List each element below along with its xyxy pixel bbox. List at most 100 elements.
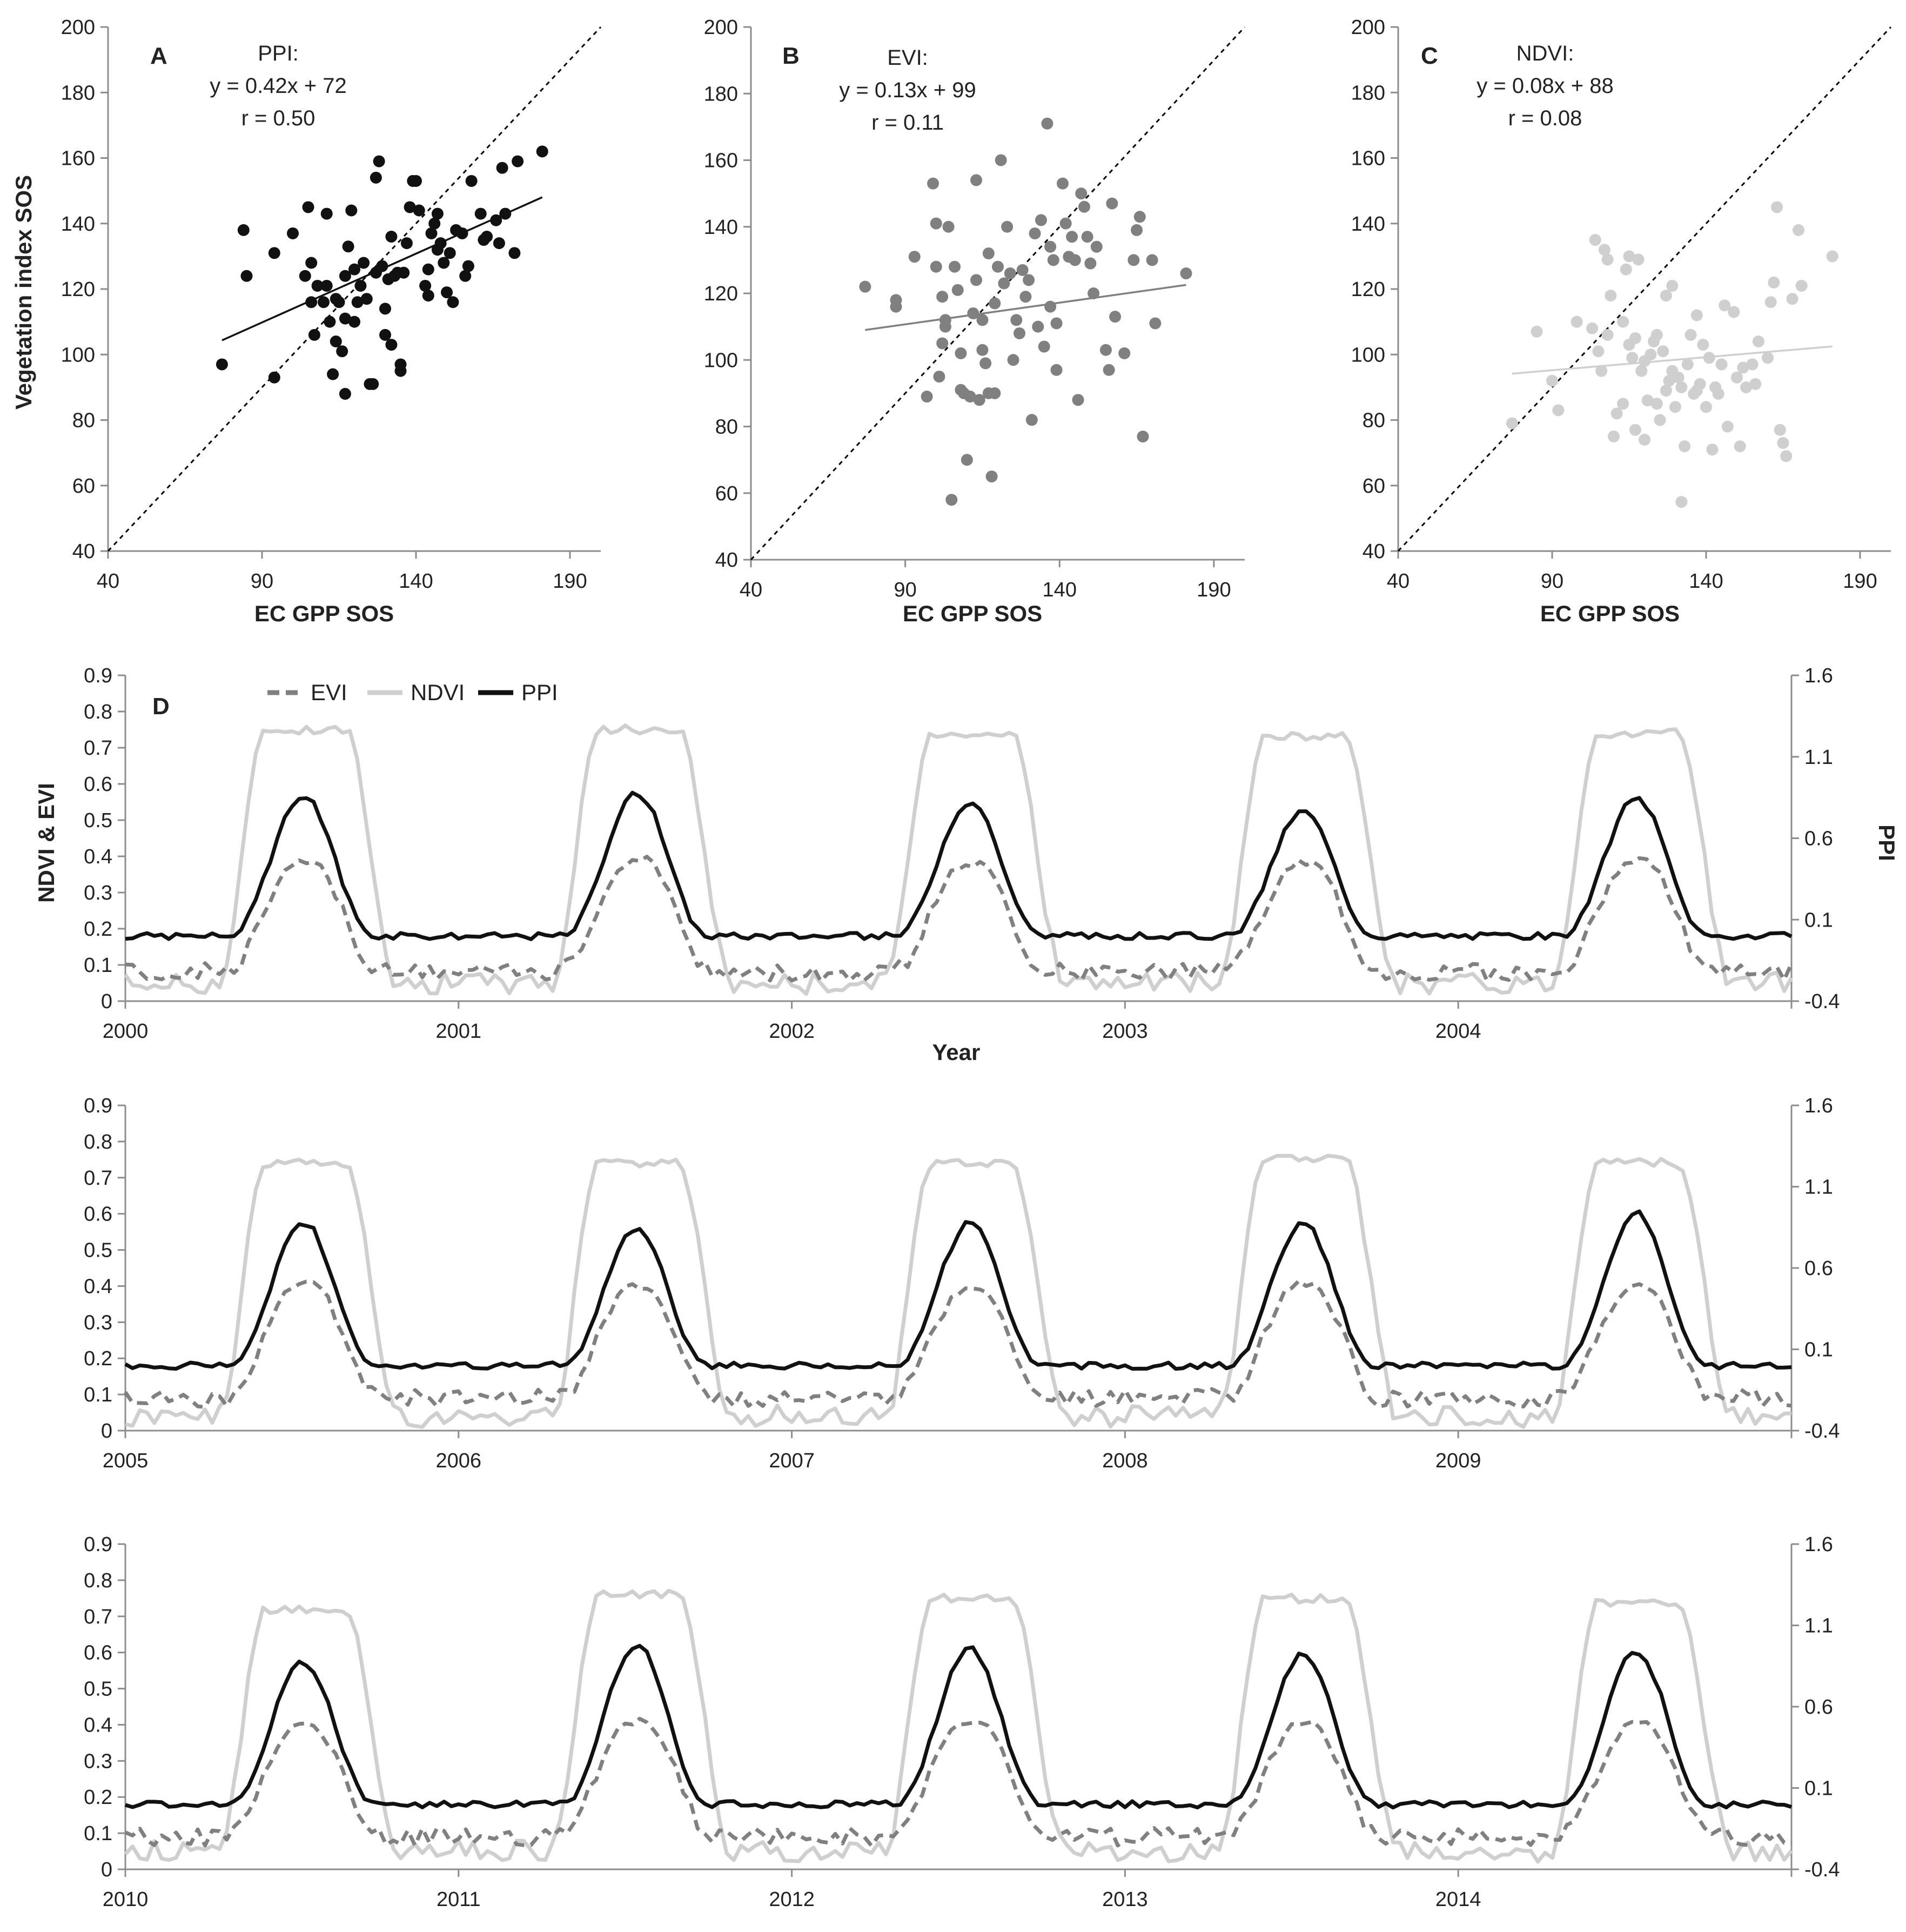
data-point <box>1023 274 1035 286</box>
left-tick-label: 0.5 <box>84 1678 112 1701</box>
data-point <box>1571 316 1583 328</box>
data-point <box>1694 378 1706 390</box>
data-point <box>1081 231 1093 243</box>
x-tick-label: 40 <box>97 570 119 593</box>
data-point <box>992 260 1004 273</box>
data-point <box>324 316 336 328</box>
data-point <box>336 345 348 358</box>
x-tick-label: 90 <box>894 579 916 601</box>
data-point <box>287 227 299 239</box>
data-point <box>1128 254 1140 266</box>
data-point <box>1660 290 1672 302</box>
data-point <box>1019 291 1032 303</box>
left-tick-label: 0.7 <box>84 1167 112 1190</box>
left-tick-label: 0.4 <box>84 1714 112 1736</box>
left-tick-label: 0.3 <box>84 882 112 904</box>
data-point <box>1786 293 1798 305</box>
data-point <box>1681 358 1694 371</box>
data-point <box>1610 407 1623 420</box>
data-point <box>982 247 995 260</box>
scatter-plot-c: 40 60 80 100 120 140 160 180 200 40 90 140 190 <box>1351 16 1892 593</box>
data-point <box>1793 224 1804 236</box>
data-point <box>1084 257 1097 270</box>
y-tick-label: 100 <box>704 349 738 372</box>
data-point <box>1016 264 1029 276</box>
year-label: 2008 <box>1102 1450 1148 1472</box>
data-point <box>1025 414 1038 426</box>
left-tick-label: 0.2 <box>84 1786 112 1809</box>
data-point <box>438 257 450 269</box>
data-point <box>376 260 388 272</box>
data-point <box>1639 433 1650 446</box>
data-point <box>474 207 487 220</box>
y-tick-label: 100 <box>1351 344 1385 366</box>
data-point <box>1078 200 1090 213</box>
data-point <box>1740 381 1753 393</box>
data-point <box>908 251 921 263</box>
data-point <box>927 177 939 190</box>
data-point <box>951 284 964 296</box>
data-point <box>216 358 228 371</box>
right-tick-label: 0.6 <box>1804 828 1833 850</box>
left-tick-label: 0 <box>101 1859 112 1881</box>
data-point <box>949 260 961 273</box>
y-tick-label: 120 <box>1351 278 1385 301</box>
data-point <box>1552 404 1565 417</box>
data-point <box>496 162 508 174</box>
data-point <box>979 357 992 370</box>
data-point <box>1749 378 1762 390</box>
data-point <box>945 494 958 506</box>
right-tick-label: 1.6 <box>1804 1095 1833 1117</box>
data-point <box>299 270 311 282</box>
legend: EVI NDVI PPI <box>267 680 558 705</box>
scatter-plot-a: 40 60 80 100 120 140 160 180 200 40 90 140 190 <box>61 16 602 593</box>
data-point <box>400 237 413 250</box>
data-point <box>1777 437 1789 449</box>
ppi-series-line <box>124 1209 1792 1371</box>
data-point <box>933 371 945 383</box>
y-tick-label: 140 <box>1351 213 1385 236</box>
data-point <box>939 320 951 333</box>
data-point <box>1752 336 1764 347</box>
right-tick-label: 1.1 <box>1804 746 1833 769</box>
data-point <box>410 175 422 187</box>
legend-ndvi-label: NDVI <box>411 680 465 705</box>
left-tick-label: 0.9 <box>84 1095 112 1117</box>
data-point <box>955 347 967 359</box>
data-point <box>1047 254 1059 266</box>
data-point <box>1531 325 1543 338</box>
data-point <box>348 263 360 276</box>
data-point <box>1780 450 1793 462</box>
data-point <box>1660 384 1672 397</box>
data-point <box>1004 267 1016 280</box>
scatter-a-r: r = 0.50 <box>241 106 316 130</box>
ndvi-series-line <box>125 1153 1792 1429</box>
data-point <box>1620 263 1632 276</box>
scatter-b-equation: y = 0.13x + 99 <box>839 78 976 102</box>
y-tick-label: 200 <box>704 16 738 39</box>
data-point <box>1180 267 1192 280</box>
data-point <box>998 277 1010 290</box>
right-tick-label: 0.6 <box>1804 1696 1833 1719</box>
data-point <box>1032 320 1044 333</box>
data-point <box>1072 394 1084 406</box>
regression-line <box>1512 345 1833 375</box>
data-point <box>360 293 373 305</box>
year-label: 2007 <box>769 1450 815 1472</box>
data-point <box>1731 371 1743 384</box>
data-point <box>1771 201 1783 213</box>
ppi-series-line <box>124 1643 1793 1810</box>
right-tick-label: 1.6 <box>1804 1533 1833 1556</box>
x-tick-label: 40 <box>740 579 762 601</box>
timeseries-plot-2: 0 0.1 0.2 0.3 0.4 0.5 0.6 0.7 0.8 0.9 -0.4 0.1 0.6 1.… <box>84 1095 1840 1472</box>
data-point <box>1715 358 1728 371</box>
data-point <box>1099 344 1112 356</box>
right-tick-label: -0.4 <box>1804 1420 1840 1443</box>
data-point <box>536 145 548 158</box>
data-point <box>1598 244 1610 256</box>
data-point <box>1734 440 1746 452</box>
y-tick-label: 60 <box>72 475 95 498</box>
data-point <box>1059 217 1072 230</box>
y-tick-label: 140 <box>61 213 95 236</box>
data-point <box>1635 365 1648 377</box>
